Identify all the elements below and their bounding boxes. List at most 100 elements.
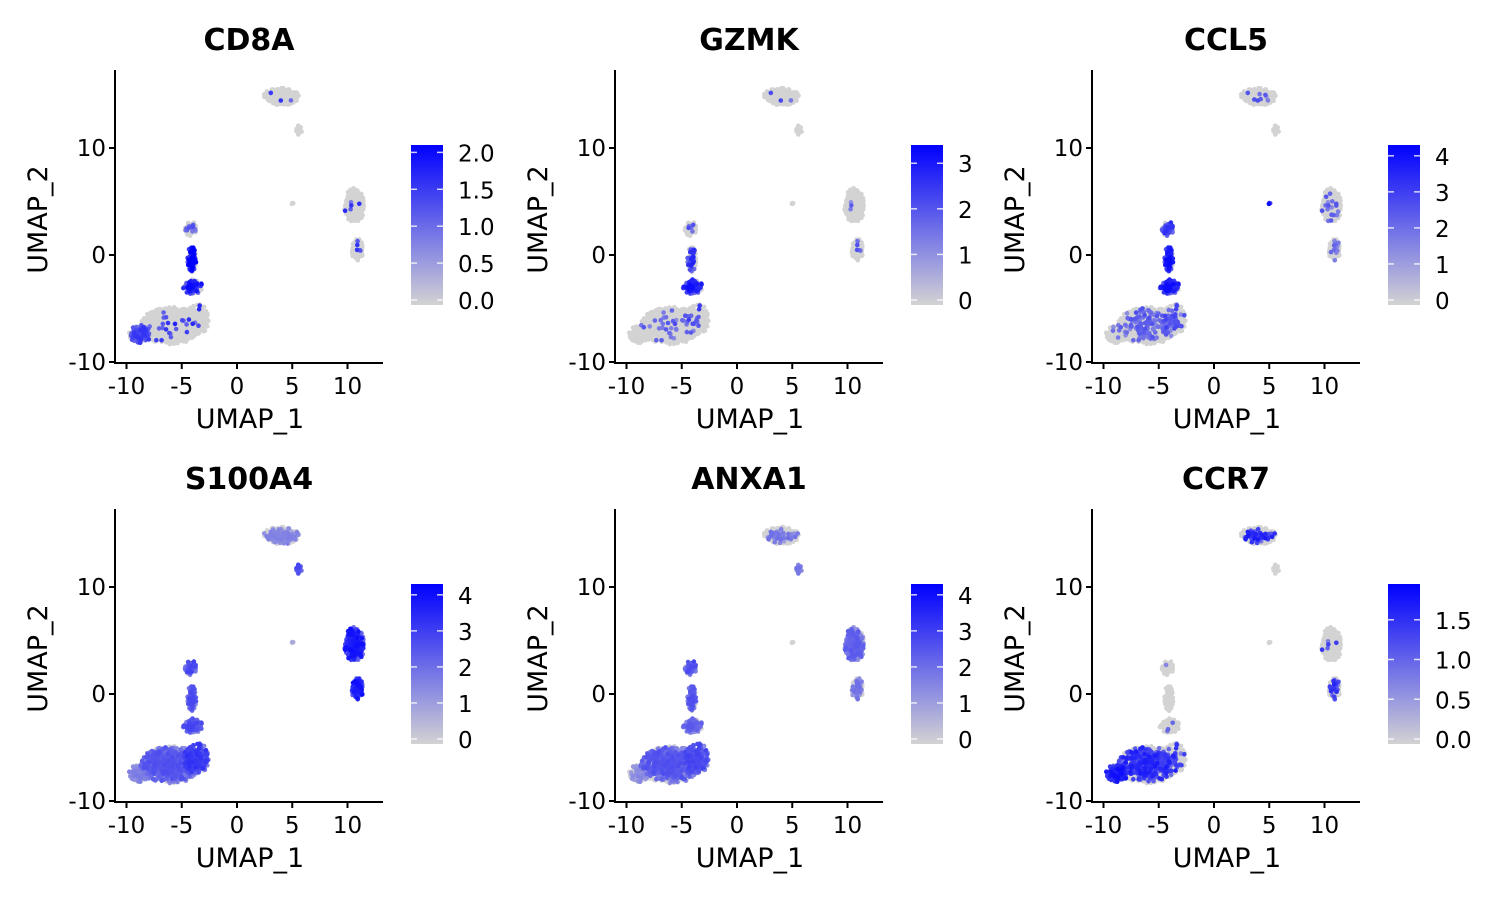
- data-point: [154, 307, 159, 313]
- data-point: [189, 308, 195, 313]
- y-axis-label: UMAP_2: [23, 165, 54, 274]
- data-point: [632, 338, 637, 344]
- data-point: [141, 325, 147, 330]
- data-point: [630, 325, 636, 330]
- data-point: [199, 281, 204, 287]
- data-point: [152, 328, 157, 334]
- data-point: [285, 91, 290, 96]
- data-point: [160, 321, 166, 327]
- data-point: [156, 326, 162, 331]
- data-point: [342, 208, 348, 213]
- data-point: [196, 323, 201, 329]
- y-tick-label: -10: [68, 350, 106, 376]
- data-point: [290, 201, 296, 206]
- data-point: [359, 191, 364, 197]
- panel-title: CD8A: [203, 23, 295, 58]
- data-point: [628, 335, 633, 340]
- data-point: [676, 339, 681, 344]
- data-point: [764, 95, 769, 100]
- data-point: [355, 238, 360, 244]
- data-point: [169, 339, 174, 344]
- data-point: [674, 307, 680, 312]
- data-point: [654, 307, 659, 313]
- data-point: [190, 224, 196, 230]
- data-point: [204, 319, 209, 324]
- data-point: [163, 327, 169, 332]
- data-point: [662, 333, 667, 338]
- panel-title: GZMK: [699, 23, 800, 58]
- data-point: [798, 125, 803, 130]
- data-point: [294, 98, 299, 103]
- data-point: [358, 214, 363, 219]
- data-point: [193, 327, 199, 333]
- data-point: [361, 206, 366, 212]
- y-tick-label: 0: [91, 243, 106, 269]
- data-point: [184, 322, 189, 327]
- data-point: [351, 250, 356, 255]
- y-tick-label: 10: [77, 136, 106, 162]
- data-point: [194, 288, 199, 294]
- data-point: [168, 334, 174, 340]
- x-tick-label: 5: [285, 374, 300, 400]
- data-point: [163, 315, 169, 320]
- data-point: [161, 310, 166, 315]
- colorbar-tick-label: 0.5: [458, 252, 495, 278]
- data-point: [357, 201, 362, 207]
- data-point: [185, 284, 190, 290]
- data-point: [288, 98, 294, 103]
- data-point: [353, 193, 358, 198]
- data-point: [190, 321, 195, 327]
- data-point: [186, 317, 192, 322]
- data-point: [138, 336, 144, 342]
- data-point: [167, 330, 172, 336]
- data-point: [151, 321, 156, 326]
- data-point: [355, 207, 361, 212]
- data-point: [172, 321, 178, 327]
- data-point: [286, 87, 292, 92]
- data-point: [794, 98, 799, 103]
- data-point: [194, 312, 199, 318]
- data-point: [704, 319, 709, 324]
- data-point: [347, 213, 353, 219]
- data-point: [152, 315, 158, 321]
- data-point: [685, 232, 690, 237]
- data-point: [184, 311, 190, 316]
- colorbar: [411, 145, 443, 305]
- data-point: [360, 197, 365, 202]
- data-point: [264, 95, 269, 100]
- data-point: [352, 214, 358, 220]
- data-point: [162, 333, 167, 338]
- data-point: [159, 338, 164, 343]
- colorbar-tick-label: 1.5: [458, 178, 495, 204]
- data-point: [168, 326, 174, 331]
- data-point: [274, 92, 279, 98]
- data-point: [774, 92, 779, 98]
- data-point: [297, 129, 303, 134]
- data-point: [267, 98, 273, 104]
- data-point: [786, 87, 792, 92]
- data-point: [145, 312, 150, 317]
- colorbar-tick-label: 1.0: [458, 215, 495, 241]
- data-point: [355, 242, 360, 248]
- data-point: [797, 129, 803, 134]
- x-tick-label: -10: [108, 374, 146, 400]
- data-point: [785, 91, 790, 96]
- x-tick-label: 10: [333, 374, 362, 400]
- data-point: [679, 306, 685, 312]
- data-point: [349, 203, 354, 208]
- data-point: [354, 247, 360, 253]
- data-point: [187, 262, 193, 268]
- data-point: [190, 257, 196, 263]
- panel-cd8a: CD8A-10 -5 0 5 10-10010UMAP_1UMAP_20.00.51.0…: [23, 23, 495, 435]
- data-point: [268, 90, 274, 96]
- data-point: [146, 337, 152, 342]
- data-point: [174, 307, 180, 312]
- data-point: [652, 328, 657, 334]
- data-point: [200, 327, 205, 332]
- scatter-points: [127, 85, 366, 347]
- scatter-points: [627, 85, 866, 347]
- data-point: [637, 330, 642, 336]
- data-point: [285, 102, 290, 107]
- data-point: [180, 332, 185, 338]
